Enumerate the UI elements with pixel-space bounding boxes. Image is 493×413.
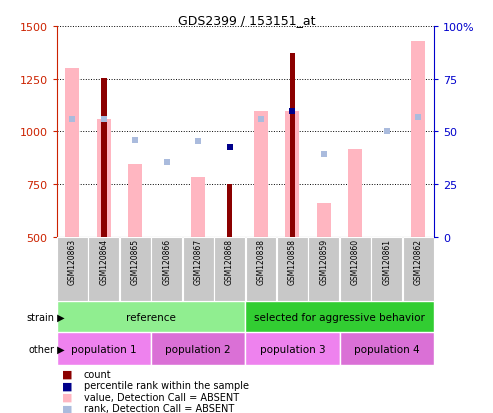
Bar xyxy=(214,237,245,301)
Text: GSM120865: GSM120865 xyxy=(131,239,140,285)
Text: ▶: ▶ xyxy=(54,344,65,354)
Text: other: other xyxy=(28,344,54,354)
Text: GSM120866: GSM120866 xyxy=(162,239,171,285)
Text: value, Detection Call = ABSENT: value, Detection Call = ABSENT xyxy=(84,392,239,402)
Text: GSM120860: GSM120860 xyxy=(351,239,360,285)
Text: GSM120868: GSM120868 xyxy=(225,239,234,285)
Bar xyxy=(371,237,402,301)
Bar xyxy=(101,78,106,237)
Text: strain: strain xyxy=(26,312,54,322)
Bar xyxy=(191,178,205,237)
Bar xyxy=(285,112,299,237)
Bar xyxy=(183,237,213,301)
Bar xyxy=(57,332,151,366)
Bar xyxy=(289,54,295,237)
Bar xyxy=(340,237,371,301)
Text: percentile rank within the sample: percentile rank within the sample xyxy=(84,380,249,390)
Text: reference: reference xyxy=(126,312,176,322)
Bar xyxy=(340,332,434,366)
Text: ■: ■ xyxy=(62,369,72,379)
Bar xyxy=(348,150,362,237)
Text: rank, Detection Call = ABSENT: rank, Detection Call = ABSENT xyxy=(84,404,234,413)
Bar xyxy=(277,237,308,301)
Text: GSM120859: GSM120859 xyxy=(319,239,328,285)
Bar xyxy=(128,165,142,237)
Bar xyxy=(227,185,232,237)
Text: ▶: ▶ xyxy=(54,312,65,322)
Text: GSM120867: GSM120867 xyxy=(194,239,203,285)
Bar xyxy=(151,237,182,301)
Bar xyxy=(403,237,433,301)
Text: GSM120863: GSM120863 xyxy=(68,239,77,285)
Bar xyxy=(57,301,245,332)
Bar xyxy=(120,237,151,301)
Text: GSM120862: GSM120862 xyxy=(414,239,423,285)
Text: GSM120858: GSM120858 xyxy=(288,239,297,285)
Bar xyxy=(309,237,339,301)
Text: ■: ■ xyxy=(62,380,72,390)
Text: population 2: population 2 xyxy=(165,344,231,354)
Bar xyxy=(97,119,111,237)
Text: selected for aggressive behavior: selected for aggressive behavior xyxy=(254,312,425,322)
Text: ■: ■ xyxy=(62,392,72,402)
Bar xyxy=(57,237,88,301)
Text: population 3: population 3 xyxy=(260,344,325,354)
Text: GSM120861: GSM120861 xyxy=(382,239,391,285)
Bar xyxy=(411,42,425,237)
Bar xyxy=(245,332,340,366)
Text: population 1: population 1 xyxy=(71,344,137,354)
Bar xyxy=(254,112,268,237)
Bar xyxy=(88,237,119,301)
Bar xyxy=(66,69,79,237)
Text: GSM120838: GSM120838 xyxy=(256,239,266,285)
Text: GSM120864: GSM120864 xyxy=(99,239,108,285)
Bar xyxy=(245,301,434,332)
Text: population 4: population 4 xyxy=(354,344,420,354)
Bar xyxy=(317,204,331,237)
Text: ■: ■ xyxy=(62,404,72,413)
Bar xyxy=(246,237,277,301)
Bar xyxy=(151,332,245,366)
Text: count: count xyxy=(84,369,111,379)
Text: GDS2399 / 153151_at: GDS2399 / 153151_at xyxy=(178,14,315,27)
